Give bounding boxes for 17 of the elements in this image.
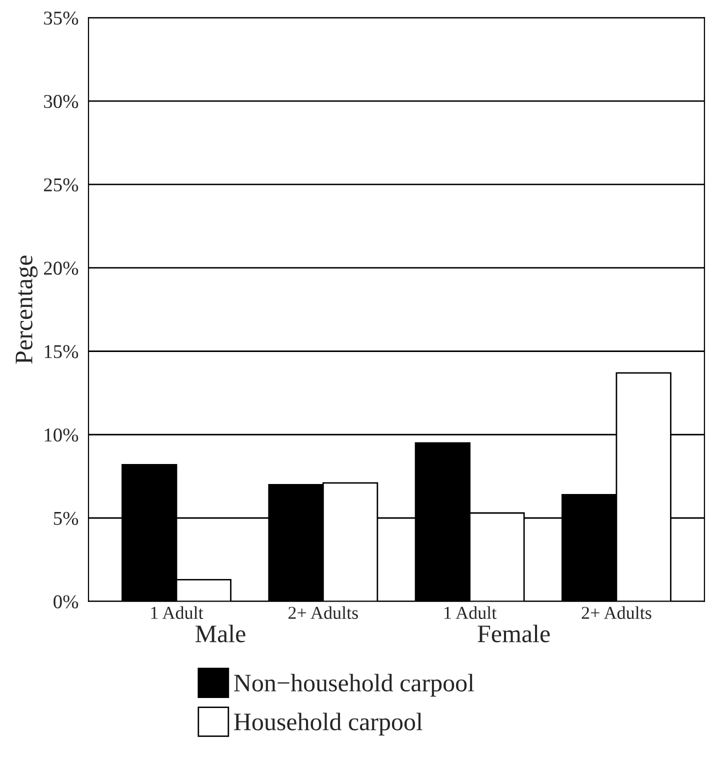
legend-label: Non−household carpool bbox=[234, 674, 474, 697]
y-tick-label: 30% bbox=[44, 94, 78, 108]
text: Female bbox=[478, 624, 550, 642]
legend-label: Household carpool bbox=[234, 712, 422, 736]
y-tick-label: 25% bbox=[44, 178, 78, 192]
y-axis-title: Percentage bbox=[16, 256, 38, 364]
text: Male bbox=[196, 624, 246, 642]
y-tick-label: 20% bbox=[44, 262, 78, 275]
y-tick-label: 10% bbox=[44, 428, 78, 442]
x-tick-label: 1 Adult bbox=[151, 606, 204, 619]
y-tick-label: 35% bbox=[44, 12, 78, 25]
x-tick-label: 1 Adult bbox=[444, 606, 497, 619]
x-tick-label: 2+ Adults bbox=[582, 606, 652, 619]
y-tick-label: 15% bbox=[44, 345, 78, 358]
x-tick-label: 2+ Adults bbox=[288, 606, 358, 619]
y-tick-label: 0% bbox=[54, 595, 78, 608]
y-tick-label: 5% bbox=[54, 512, 78, 526]
